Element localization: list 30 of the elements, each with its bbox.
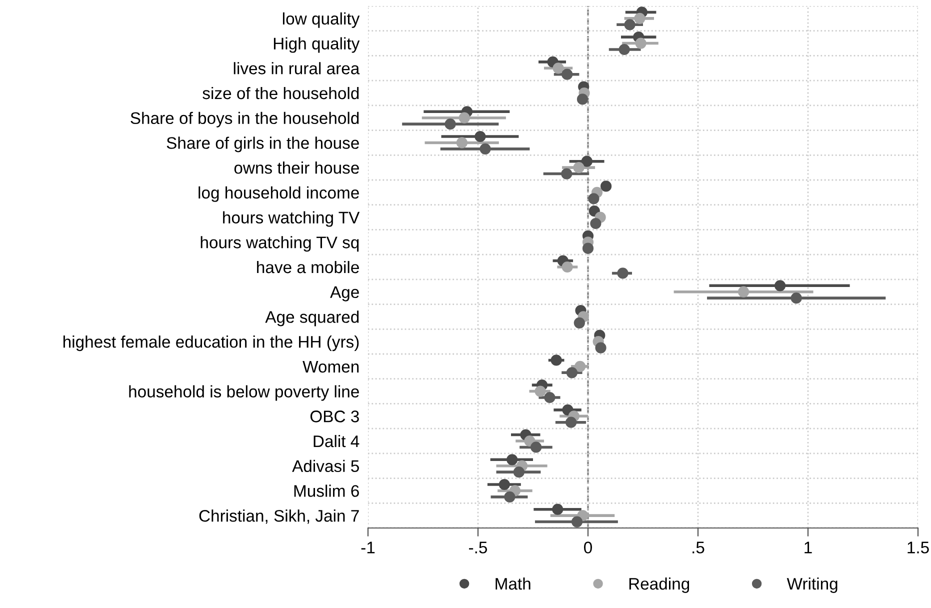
y-tick-label: Age squared — [265, 310, 359, 326]
legend-label: Reading — [629, 577, 690, 593]
y-tick-label: have a mobile — [257, 260, 359, 274]
y-tick-label: Age — [330, 286, 359, 302]
y-tick-label: size of the household — [202, 86, 359, 100]
legend-label: Math — [496, 577, 530, 590]
x-tick-label: 1.5 — [908, 542, 929, 554]
y-tick-label: Women — [302, 361, 359, 373]
y-tick-label: household is below poverty line — [129, 385, 359, 401]
y-tick-label: owns their house — [234, 162, 359, 174]
y-tick-label: Adivasi 5 — [292, 460, 359, 472]
y-tick-label: hours watching TV sq — [200, 236, 359, 252]
y-tick-label: Dalit 4 — [314, 434, 360, 448]
x-tick-label: 0 — [584, 542, 592, 554]
legend-label: Writing — [786, 577, 838, 593]
y-tick-label: OBC 3 — [310, 410, 359, 422]
x-tick-label: 1 — [804, 542, 812, 554]
y-tick-label: low quality — [282, 12, 360, 28]
y-tick-label: lives in rural area — [234, 62, 360, 74]
y-tick-label: High quality — [274, 37, 360, 53]
y-tick-label: Share of boys in the household — [130, 112, 359, 128]
y-tick-label: hours watching TV — [223, 211, 360, 227]
y-tick-label: Christian, Sikh, Jain 7 — [199, 510, 359, 524]
y-tick-label: Muslim 6 — [294, 484, 359, 497]
x-tick-label: -1 — [361, 542, 375, 554]
x-tick-label: .5 — [692, 542, 704, 554]
y-tick-label: highest female education in the HH (yrs) — [63, 336, 359, 352]
y-tick-label: Share of girls in the house — [166, 136, 359, 152]
x-tick-label: -.5 — [469, 542, 488, 554]
y-tick-label: log household income — [198, 186, 359, 202]
